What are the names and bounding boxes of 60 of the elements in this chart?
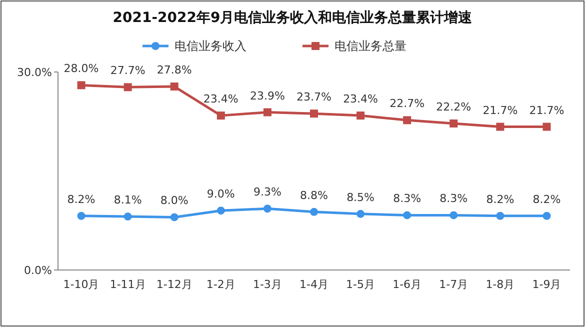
- point: [450, 211, 458, 220]
- point: [310, 110, 318, 118]
- data-label: 28.0%: [64, 62, 99, 76]
- point: [496, 122, 504, 131]
- data-label: 22.7%: [390, 97, 425, 110]
- y-tick-label: 30.0%: [17, 66, 52, 79]
- point: [403, 211, 412, 220]
- point: [356, 112, 365, 120]
- x-tick-label: 1-5月: [346, 278, 376, 291]
- x-tick-label: 1-7月: [439, 278, 468, 291]
- legend-label: 电信业务总量: [334, 39, 406, 53]
- data-label: 8.2%: [67, 192, 96, 206]
- data-label: 21.7%: [482, 104, 518, 117]
- y-tick-label: 0.0%: [24, 264, 52, 277]
- data-label: 8.8%: [300, 188, 328, 202]
- x-tick-label: 1-9月: [532, 278, 562, 291]
- data-label: 9.0%: [206, 188, 235, 201]
- point: [403, 116, 412, 124]
- x-tick-label: 1-3月: [252, 278, 282, 291]
- data-label: 21.7%: [529, 104, 564, 117]
- point: [216, 112, 225, 120]
- data-label: 27.7%: [110, 64, 146, 78]
- data-label: 23.9%: [250, 89, 285, 102]
- point: [170, 82, 178, 91]
- data-label: 22.2%: [436, 100, 472, 114]
- data-label: 8.5%: [346, 190, 375, 204]
- x-tick-label: 1-11月: [110, 278, 146, 291]
- data-label: 8.3%: [440, 192, 468, 206]
- x-tick-label: 1-6月: [392, 278, 422, 291]
- legend-label: 电信业务收入: [174, 39, 246, 53]
- point: [124, 212, 132, 221]
- data-label: 27.8%: [156, 64, 192, 77]
- point: [77, 212, 86, 220]
- point: [263, 204, 272, 213]
- data-label: 23.4%: [343, 92, 378, 106]
- data-label: 23.4%: [203, 92, 238, 106]
- x-tick-label: 1-12月: [156, 278, 192, 291]
- data-label: 8.2%: [532, 192, 561, 206]
- chart-title: 2021-2022年9月电信业务收入和电信业务总量累计增速: [112, 10, 474, 26]
- point: [310, 208, 318, 216]
- x-tick-label: 1-8月: [486, 278, 515, 291]
- point: [496, 212, 504, 220]
- point: [124, 83, 132, 92]
- data-label: 8.3%: [393, 192, 422, 206]
- data-label: 8.2%: [486, 192, 514, 206]
- point: [170, 213, 178, 222]
- point: [263, 108, 272, 116]
- data-label: 9.3%: [253, 186, 282, 199]
- point: [450, 119, 458, 128]
- point: [216, 206, 225, 215]
- point: [542, 122, 551, 131]
- point: [356, 210, 365, 218]
- data-label: 8.0%: [160, 194, 188, 208]
- x-tick-label: 1-4月: [300, 278, 328, 291]
- point: [77, 81, 86, 90]
- point: [542, 212, 551, 220]
- x-tick-label: 1-10月: [63, 278, 100, 291]
- data-label: 8.1%: [114, 194, 142, 207]
- x-tick-label: 1-2月: [206, 278, 236, 291]
- data-label: 23.7%: [296, 90, 332, 104]
